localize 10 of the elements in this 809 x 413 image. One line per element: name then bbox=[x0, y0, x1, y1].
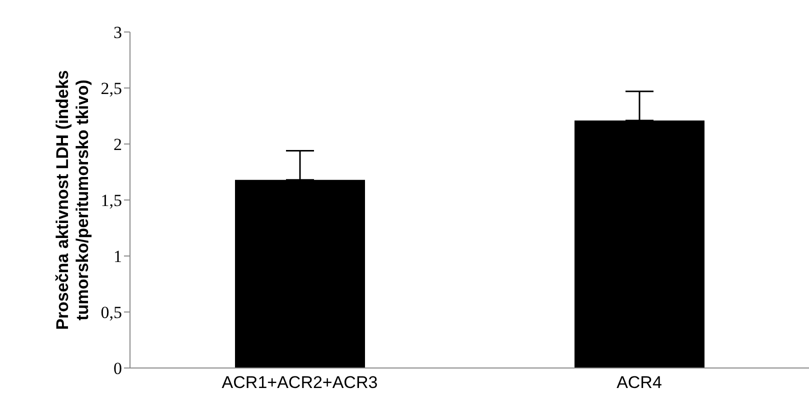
y-tick-label: 2,5 bbox=[100, 79, 122, 98]
y-tick-label: 2 bbox=[114, 135, 122, 154]
x-tick-label: ACR4 bbox=[616, 373, 662, 392]
y-tick-label: 0,5 bbox=[100, 303, 122, 322]
y-axis-title: Prosečna aktivnost LDH (indeks tumorsko/peritumorsko tkivo) bbox=[53, 70, 92, 330]
y-tick-label: 1 bbox=[114, 247, 122, 266]
x-tick-label: ACR1+ACR2+ACR3 bbox=[222, 373, 378, 392]
y-tick-label: 1,5 bbox=[100, 191, 122, 210]
y-tick-label: 3 bbox=[114, 23, 122, 42]
y-tick-label: 0 bbox=[114, 359, 122, 378]
